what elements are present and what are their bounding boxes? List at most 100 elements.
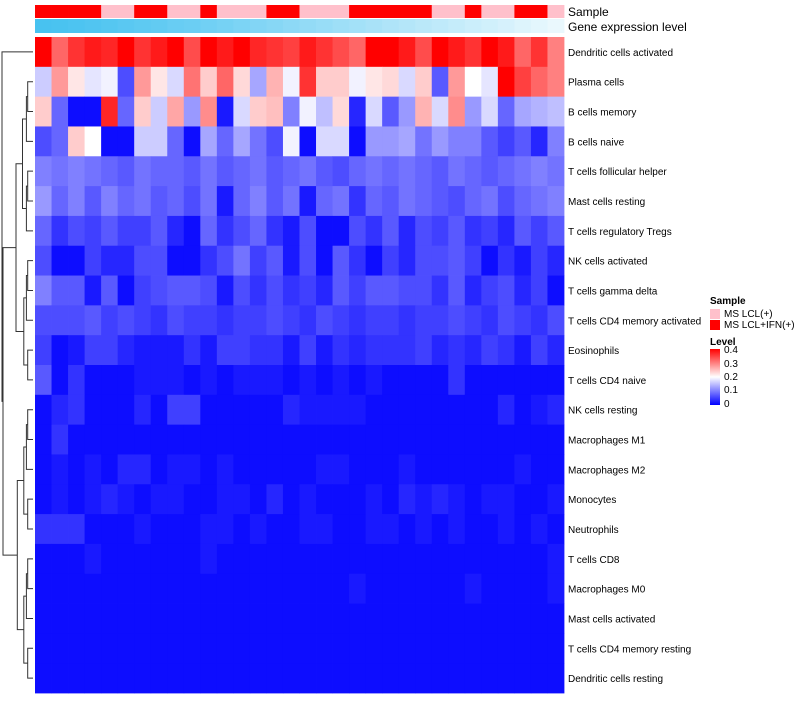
heatmap-cell (398, 484, 416, 515)
heatmap-cell (150, 663, 168, 694)
heatmap-cell (233, 424, 251, 455)
heatmap-cell (448, 245, 466, 276)
heatmap-cell (398, 335, 416, 366)
heatmap-cell (68, 275, 85, 306)
heatmap-cell (464, 156, 482, 187)
dendrogram-branch (27, 260, 33, 291)
heatmap-cell (332, 543, 350, 575)
heatmap-cell (382, 96, 400, 127)
heatmap-cell (183, 424, 201, 455)
heatmap-cell (249, 156, 267, 187)
legend-level-tick-04: 0.4 (724, 345, 738, 356)
heatmap-cell (530, 305, 548, 336)
heatmap-cell (316, 305, 333, 336)
heatmap-cell (398, 543, 416, 575)
heatmap-cell (51, 484, 69, 515)
heatmap-cell (101, 126, 119, 157)
heatmap-cell (547, 543, 565, 575)
heatmap-cell (216, 245, 234, 276)
expression-track-cell (134, 19, 152, 33)
heatmap-cell (101, 543, 119, 575)
heatmap-cell (332, 156, 350, 187)
row-label: T cells follicular helper (568, 167, 667, 178)
heatmap-cell (84, 245, 102, 276)
heatmap-cell (200, 335, 218, 366)
heatmap-cell (398, 514, 416, 545)
sample-track-cell (266, 5, 284, 18)
heatmap-cell (398, 66, 416, 98)
heatmap-cell (431, 484, 449, 515)
heatmap-cell (282, 96, 300, 127)
heatmap-cell (415, 603, 433, 634)
heatmap-cell (415, 215, 433, 247)
heatmap-cell (233, 394, 251, 426)
sample-track-cell (415, 5, 433, 18)
sample-track-cell (101, 5, 119, 18)
heatmap-cell (249, 573, 267, 604)
heatmap-cell (464, 96, 482, 127)
heatmap-cell (266, 484, 284, 515)
heatmap-cell (530, 424, 548, 455)
heatmap-cell (101, 573, 119, 604)
heatmap-cell (167, 633, 185, 664)
heatmap-cell (365, 514, 383, 545)
heatmap-cell (51, 543, 69, 575)
heatmap-cell (282, 573, 300, 604)
heatmap-cell (266, 514, 284, 545)
heatmap-cell (117, 633, 135, 664)
heatmap-cell (117, 305, 135, 336)
heatmap-cell (117, 186, 135, 217)
heatmap-cell (233, 633, 251, 664)
heatmap-cell (249, 96, 267, 127)
heatmap-cell (514, 215, 532, 247)
heatmap-cell (398, 215, 416, 247)
heatmap-cell (282, 186, 300, 217)
heatmap-cell (382, 424, 400, 455)
heatmap-cell (547, 305, 565, 336)
heatmap-cell (481, 275, 499, 306)
heatmap-cell (233, 663, 251, 694)
heatmap-cell (448, 305, 466, 336)
heatmap-cell (481, 126, 499, 157)
heatmap-cell (101, 66, 119, 98)
heatmap-cell (200, 573, 218, 604)
heatmap-cell (68, 394, 85, 426)
heatmap-cell (68, 573, 85, 604)
heatmap-cell (398, 365, 416, 396)
heatmap-cell (167, 573, 185, 604)
heatmap-cell (299, 573, 317, 604)
heatmap-cell (216, 543, 234, 575)
heatmap-cell (497, 275, 515, 306)
heatmap-cell (530, 633, 548, 664)
heatmap-cell (183, 66, 201, 98)
heatmap-cell (84, 573, 102, 604)
heatmap-cell (530, 514, 548, 545)
heatmap-cell (68, 514, 85, 545)
heatmap-cell (150, 305, 168, 336)
heatmap-cell (349, 186, 367, 217)
heatmap-cell (216, 215, 234, 247)
dendrogram-branch (23, 446, 28, 515)
row-labels: Dendritic cells activated Plasma cells B c… (568, 48, 701, 685)
heatmap-cell (415, 454, 433, 485)
heatmap-cell (382, 335, 400, 366)
heatmap-cell (150, 96, 168, 127)
heatmap-cell (382, 365, 400, 396)
heatmap-cell (464, 305, 482, 336)
heatmap-cell (183, 603, 201, 634)
heatmap-cell (249, 454, 267, 485)
heatmap-cell (101, 96, 119, 127)
heatmap-cell (415, 305, 433, 336)
heatmap-cell (497, 424, 515, 455)
heatmap-cell (299, 484, 317, 515)
heatmap-cell (134, 424, 152, 455)
legend-label-ms-lcl: MS LCL(+) (724, 309, 773, 320)
heatmap-cell (497, 484, 515, 515)
heatmap-cell (200, 484, 218, 515)
heatmap-cell (316, 365, 333, 396)
heatmap-cell (448, 335, 466, 366)
heatmap-cell (134, 37, 152, 68)
heatmap-cell (547, 215, 565, 247)
heatmap-cell (183, 305, 201, 336)
heatmap-cell (382, 186, 400, 217)
